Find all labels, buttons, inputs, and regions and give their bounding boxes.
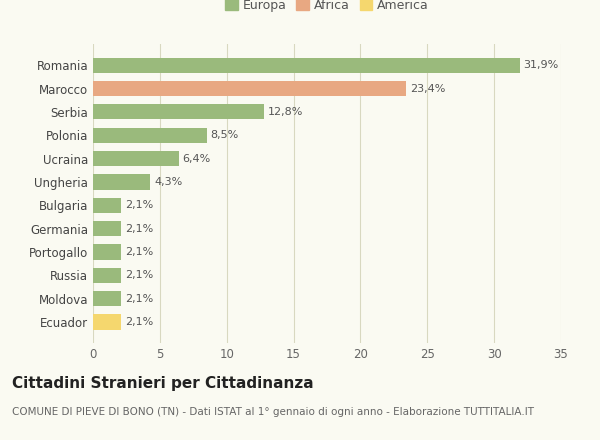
- Bar: [93, 198, 121, 213]
- Text: 6,4%: 6,4%: [182, 154, 211, 164]
- Text: 8,5%: 8,5%: [211, 130, 239, 140]
- Text: Cittadini Stranieri per Cittadinanza: Cittadini Stranieri per Cittadinanza: [12, 376, 314, 391]
- Legend: Europa, Africa, America: Europa, Africa, America: [223, 0, 431, 15]
- Text: 31,9%: 31,9%: [524, 60, 559, 70]
- Text: 4,3%: 4,3%: [155, 177, 183, 187]
- Bar: [93, 104, 264, 120]
- Text: 23,4%: 23,4%: [410, 84, 445, 94]
- Text: 2,1%: 2,1%: [125, 224, 154, 234]
- Bar: [93, 81, 406, 96]
- Text: COMUNE DI PIEVE DI BONO (TN) - Dati ISTAT al 1° gennaio di ogni anno - Elaborazi: COMUNE DI PIEVE DI BONO (TN) - Dati ISTA…: [12, 407, 534, 417]
- Text: 2,1%: 2,1%: [125, 270, 154, 280]
- Bar: [93, 128, 206, 143]
- Bar: [93, 58, 520, 73]
- Text: 2,1%: 2,1%: [125, 293, 154, 304]
- Bar: [93, 291, 121, 306]
- Text: 12,8%: 12,8%: [268, 107, 304, 117]
- Text: 2,1%: 2,1%: [125, 247, 154, 257]
- Text: 2,1%: 2,1%: [125, 317, 154, 327]
- Bar: [93, 268, 121, 283]
- Bar: [93, 174, 151, 190]
- Bar: [93, 315, 121, 330]
- Text: 2,1%: 2,1%: [125, 200, 154, 210]
- Bar: [93, 221, 121, 236]
- Bar: [93, 151, 179, 166]
- Bar: [93, 244, 121, 260]
